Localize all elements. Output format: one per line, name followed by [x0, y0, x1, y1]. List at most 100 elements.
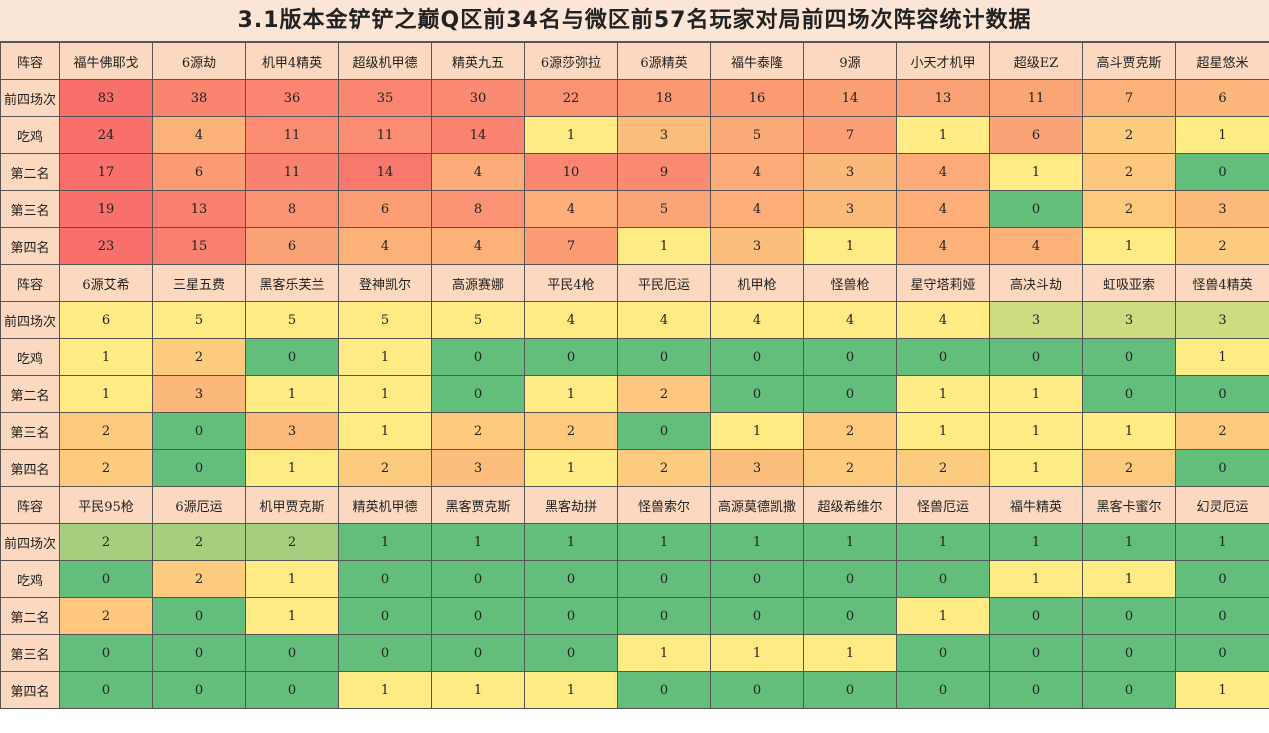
comp-name: 6源厄运 [152, 486, 246, 524]
value-cell: 0 [617, 412, 711, 450]
value-cell: 0 [989, 671, 1083, 709]
comp-name: 星守塔莉娅 [896, 264, 990, 302]
value-cell: 0 [59, 634, 153, 672]
value-cell: 6 [59, 301, 153, 339]
row-label: 吃鸡 [0, 116, 60, 154]
value-cell: 10 [524, 153, 618, 191]
comp-name: 平民厄运 [617, 264, 711, 302]
value-cell: 1 [989, 375, 1083, 413]
value-cell: 1 [1082, 412, 1176, 450]
header-label: 阵容 [0, 42, 60, 80]
value-cell: 2 [59, 412, 153, 450]
value-cell: 4 [710, 190, 804, 228]
comp-name: 幻灵厄运 [1175, 486, 1269, 524]
value-cell: 7 [1082, 79, 1176, 117]
value-cell: 0 [245, 338, 339, 376]
table-row: 前四场次 2 2 2 1 1 1 1 1 1 1 1 1 1 [0, 523, 1269, 561]
value-cell: 1 [896, 412, 990, 450]
row-label: 第四名 [0, 227, 60, 265]
value-cell: 24 [59, 116, 153, 154]
value-cell: 0 [1082, 671, 1176, 709]
table-row: 第三名 0 0 0 0 0 0 1 1 1 0 0 0 0 [0, 634, 1269, 672]
value-cell: 0 [152, 634, 246, 672]
table-row: 第二名 17 6 11 14 4 10 9 4 3 4 1 2 0 [0, 153, 1269, 191]
value-cell: 2 [1082, 153, 1176, 191]
value-cell: 1 [617, 634, 711, 672]
value-cell: 6 [245, 227, 339, 265]
value-cell: 1 [710, 523, 804, 561]
value-cell: 22 [524, 79, 618, 117]
comp-name: 高源赛娜 [431, 264, 525, 302]
row-label: 前四场次 [0, 523, 60, 561]
comp-header-row: 阵容 平民95枪 6源厄运 机甲贾克斯 精英机甲德 黑客贾克斯 黑客劫拼 怪兽索尔 高源莫德凯撒… [0, 486, 1269, 524]
row-label: 前四场次 [0, 79, 60, 117]
comp-name: 机甲枪 [710, 264, 804, 302]
value-cell: 1 [524, 449, 618, 487]
comp-header-row: 阵容 6源艾希 三星五费 黑客乐芙兰 登神凯尔 高源赛娜 平民4枪 平民厄运 机甲枪 怪兽枪 星守塔… [0, 264, 1269, 302]
value-cell: 11 [245, 116, 339, 154]
value-cell: 0 [710, 560, 804, 598]
value-cell: 0 [710, 671, 804, 709]
value-cell: 0 [338, 597, 432, 635]
table-row: 前四场次 6 5 5 5 5 4 4 4 4 4 3 3 3 [0, 301, 1269, 339]
comp-name: 高源莫德凯撒 [710, 486, 804, 524]
value-cell: 13 [152, 190, 246, 228]
header-label: 阵容 [0, 264, 60, 302]
value-cell: 7 [524, 227, 618, 265]
value-cell: 0 [617, 560, 711, 598]
comp-name: 黑客劫拼 [524, 486, 618, 524]
comp-name: 超级EZ [989, 42, 1083, 80]
value-cell: 2 [152, 560, 246, 598]
row-label: 第二名 [0, 375, 60, 413]
comp-name: 怪兽索尔 [617, 486, 711, 524]
value-cell: 0 [896, 338, 990, 376]
value-cell: 0 [710, 597, 804, 635]
value-cell: 1 [1175, 338, 1269, 376]
value-cell: 0 [803, 560, 897, 598]
value-cell: 1 [989, 523, 1083, 561]
value-cell: 5 [338, 301, 432, 339]
value-cell: 5 [617, 190, 711, 228]
value-cell: 1 [431, 523, 525, 561]
value-cell: 2 [1082, 190, 1176, 228]
value-cell: 14 [338, 153, 432, 191]
value-cell: 0 [338, 634, 432, 672]
value-cell: 2 [617, 449, 711, 487]
value-cell: 38 [152, 79, 246, 117]
value-cell: 3 [617, 116, 711, 154]
value-cell: 2 [152, 523, 246, 561]
value-cell: 0 [524, 338, 618, 376]
value-cell: 0 [152, 671, 246, 709]
value-cell: 2 [338, 449, 432, 487]
value-cell: 3 [1175, 190, 1269, 228]
value-cell: 1 [245, 560, 339, 598]
value-cell: 0 [524, 560, 618, 598]
value-cell: 0 [710, 375, 804, 413]
value-cell: 0 [989, 338, 1083, 376]
table-row: 第三名 19 13 8 6 8 4 5 4 3 4 0 2 3 [0, 190, 1269, 228]
value-cell: 0 [803, 597, 897, 635]
value-cell: 1 [1175, 523, 1269, 561]
value-cell: 0 [431, 597, 525, 635]
value-cell: 1 [1082, 523, 1176, 561]
value-cell: 3 [803, 190, 897, 228]
value-cell: 4 [896, 153, 990, 191]
value-cell: 1 [524, 375, 618, 413]
value-cell: 3 [803, 153, 897, 191]
value-cell: 1 [59, 338, 153, 376]
value-cell: 0 [803, 375, 897, 413]
value-cell: 4 [524, 301, 618, 339]
value-cell: 0 [1175, 634, 1269, 672]
comp-name: 黑客乐芙兰 [245, 264, 339, 302]
value-cell: 18 [617, 79, 711, 117]
table-row: 第二名 1 3 1 1 0 1 2 0 0 1 1 0 0 [0, 375, 1269, 413]
value-cell: 3 [245, 412, 339, 450]
value-cell: 1 [710, 412, 804, 450]
header-label: 阵容 [0, 486, 60, 524]
value-cell: 3 [989, 301, 1083, 339]
value-cell: 0 [803, 338, 897, 376]
comp-name: 小天才机甲 [896, 42, 990, 80]
comp-name: 超级希维尔 [803, 486, 897, 524]
value-cell: 2 [524, 412, 618, 450]
comp-name: 福牛精英 [989, 486, 1083, 524]
